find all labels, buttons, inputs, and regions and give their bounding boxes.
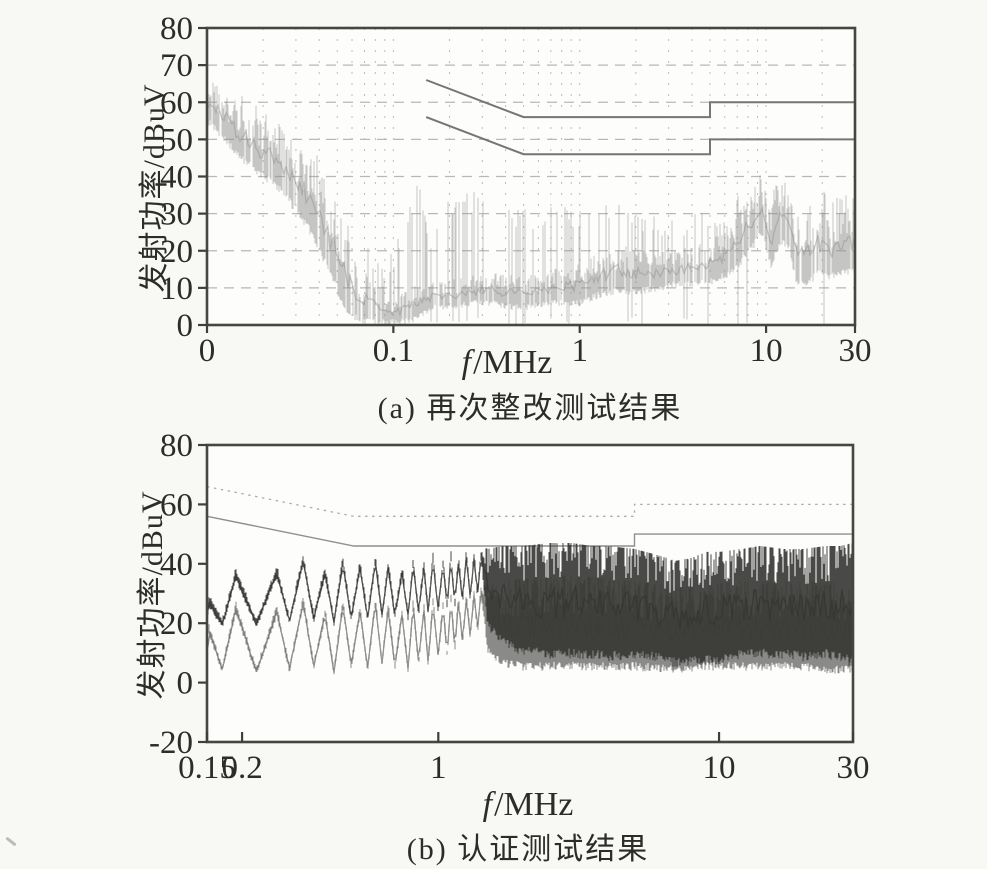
chart-a-x-axis-symbol: f xyxy=(461,344,472,381)
chart-a-quasi_peak_limit xyxy=(425,79,855,119)
chart-b-x-axis-label: f/MHz xyxy=(398,786,658,824)
chart-a-x-axis-label: f/MHz xyxy=(377,344,637,382)
chart-a-y-tick-label: 10 xyxy=(160,271,193,307)
chart-a-y-tick-label: 30 xyxy=(160,197,193,233)
chart-b-quasi_peak_trace-core xyxy=(207,558,853,630)
chart-b-axis-ticks: 0.150.2 1 10 30 -20 0 20 40 60 80 xyxy=(149,428,870,786)
chart-b-y-tick-label: 20 xyxy=(160,606,193,642)
chart-a-y-tick-label: 20 xyxy=(160,234,193,270)
chart-a-y-tick-label: 60 xyxy=(160,85,193,121)
chart-b-x-tick-label: 30 xyxy=(837,750,870,786)
chart-a-x-tick-label: 1 xyxy=(571,333,588,369)
chart-b-x-tick-label: 10 xyxy=(703,750,736,786)
chart-b-limit-lines xyxy=(206,485,853,547)
chart-b-x-tick-label: 0.2 xyxy=(221,750,262,786)
chart-a-x-tick-label: 30 xyxy=(839,333,872,369)
chart-b-quasi_peak_limit xyxy=(206,485,853,517)
chart-b-y-tick-label: 40 xyxy=(160,547,193,583)
chart-b-y-tick-label: -20 xyxy=(149,725,193,761)
chart-b: 0.150.2 1 10 30 -20 0 20 40 60 80 xyxy=(149,428,870,786)
chart-a-y-tick-label: 80 xyxy=(160,11,193,47)
chart-b-y-tick-label: 0 xyxy=(177,666,194,702)
chart-b-x-axis-unit: /MHz xyxy=(494,786,574,823)
chart-a-y-tick-label: 0 xyxy=(177,308,194,344)
chart-b-x-tick-label: 1 xyxy=(430,750,447,786)
chart-b-y-axis-label: 发射功率/dBuV xyxy=(136,490,169,700)
chart-b-series xyxy=(206,543,854,675)
chart-b-y-tick-label: 80 xyxy=(160,428,193,464)
chart-b-caption: (b) 认证测试结果 xyxy=(406,833,650,866)
chart-a-x-tick-label: 10 xyxy=(750,333,783,369)
chart-b-average_limit xyxy=(206,515,853,547)
chart-a-y-axis-label: 发射功率/dBuV xyxy=(138,83,171,293)
chart-a-emission_trace-core xyxy=(207,103,855,318)
chart-b-x-tick-label: 0.15 xyxy=(178,750,236,786)
chart-a-x-tick-label: 0.1 xyxy=(373,333,414,369)
chart-a-x-axis-unit: /MHz xyxy=(473,344,553,381)
chart-a-average_limit xyxy=(425,116,855,156)
chart-b-x-axis-symbol: f xyxy=(482,786,493,823)
chart-b-y-tick-label: 60 xyxy=(160,487,193,523)
chart-a-y-tick-label: 50 xyxy=(160,122,193,158)
chart-a-y-tick-label: 70 xyxy=(160,48,193,84)
chart-a-caption: (a) 再次整改测试结果 xyxy=(377,392,683,425)
chart-a-limit-lines xyxy=(425,79,855,156)
chart-a-x-tick-label: 0 xyxy=(199,333,216,369)
chart-a-y-tick-label: 40 xyxy=(160,160,193,196)
